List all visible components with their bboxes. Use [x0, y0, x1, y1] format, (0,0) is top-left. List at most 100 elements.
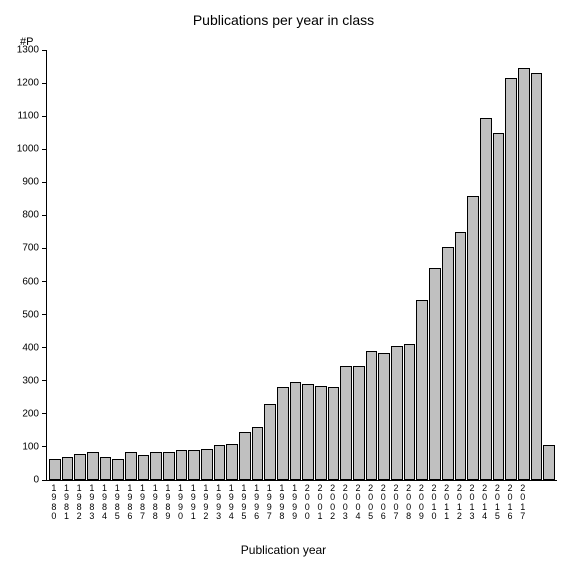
- bar: [150, 452, 162, 480]
- x-tick-label: 2012: [454, 484, 466, 522]
- y-tick: [42, 182, 47, 183]
- x-tick-label: 1998: [276, 484, 288, 522]
- x-tick-label: 2008: [403, 484, 415, 522]
- y-tick-label: 200: [22, 408, 39, 419]
- y-tick: [42, 446, 47, 447]
- y-tick: [42, 314, 47, 315]
- x-tick-label: 2013: [466, 484, 478, 522]
- x-tick-label: 2011: [441, 484, 453, 522]
- y-tick: [42, 50, 47, 51]
- bar: [163, 452, 175, 480]
- bar: [518, 68, 530, 480]
- x-tick-label: 2017: [517, 484, 529, 522]
- x-tick-label: 1985: [111, 484, 123, 522]
- x-tick-label: 1990: [175, 484, 187, 522]
- bar: [201, 449, 213, 480]
- y-tick-label: 1300: [17, 45, 39, 56]
- bar: [353, 366, 365, 480]
- bar: [302, 384, 314, 480]
- bar: [239, 432, 251, 480]
- y-tick: [42, 281, 47, 282]
- y-tick-label: 500: [22, 309, 39, 320]
- y-tick-label: 1200: [17, 78, 39, 89]
- y-tick: [42, 215, 47, 216]
- y-tick: [42, 413, 47, 414]
- bar: [455, 232, 467, 480]
- bar: [543, 445, 555, 480]
- y-tick: [42, 248, 47, 249]
- bar: [87, 452, 99, 480]
- x-tick-label: 2000: [301, 484, 313, 522]
- y-tick-label: 800: [22, 210, 39, 221]
- bar: [100, 457, 112, 480]
- x-tick-label: 2001: [314, 484, 326, 522]
- y-tick: [42, 480, 47, 481]
- bar: [480, 118, 492, 480]
- x-tick-label: 1981: [61, 484, 73, 522]
- x-tick-label: 1992: [200, 484, 212, 522]
- x-tick-label: 2006: [377, 484, 389, 522]
- plot-area: 0100200300400500600700800900100011001200…: [46, 50, 557, 481]
- x-tick-label: 1999: [289, 484, 301, 522]
- x-tick-label: 2010: [428, 484, 440, 522]
- bar: [138, 455, 150, 480]
- x-tick-label: 1996: [251, 484, 263, 522]
- x-tick-label: [542, 484, 554, 522]
- bar: [391, 346, 403, 480]
- bar: [442, 247, 454, 480]
- bar: [467, 196, 479, 480]
- x-tick-label: 2007: [390, 484, 402, 522]
- bar: [214, 445, 226, 480]
- bar: [404, 344, 416, 480]
- x-tick-label: 1982: [73, 484, 85, 522]
- x-tick-label: 2005: [365, 484, 377, 522]
- y-tick-label: 900: [22, 177, 39, 188]
- y-tick-label: 1100: [17, 111, 39, 122]
- x-tick-label: 2004: [352, 484, 364, 522]
- bar: [531, 73, 543, 480]
- y-tick-label: 1000: [17, 144, 39, 155]
- y-tick-label: 0: [33, 475, 39, 486]
- y-tick-label: 600: [22, 276, 39, 287]
- bar: [49, 459, 61, 481]
- bar: [290, 382, 302, 480]
- x-tick-label: 1983: [86, 484, 98, 522]
- bar: [366, 351, 378, 480]
- bar: [328, 387, 340, 480]
- bar: [505, 78, 517, 480]
- bar: [125, 452, 137, 480]
- bar: [252, 427, 264, 480]
- x-tick-label: 1988: [149, 484, 161, 522]
- x-tick-label: 1993: [213, 484, 225, 522]
- bar: [277, 387, 289, 480]
- x-tick-label: 1987: [137, 484, 149, 522]
- x-tick-label: 1989: [162, 484, 174, 522]
- x-tick-label: 1991: [187, 484, 199, 522]
- x-tick-label: 1997: [263, 484, 275, 522]
- bars-group: [47, 50, 557, 480]
- bar: [226, 444, 238, 480]
- y-tick: [42, 347, 47, 348]
- bar: [112, 459, 124, 481]
- bar: [62, 457, 74, 480]
- bar: [493, 133, 505, 480]
- y-tick-label: 300: [22, 375, 39, 386]
- y-tick: [42, 83, 47, 84]
- chart-title: Publications per year in class: [0, 12, 567, 28]
- bar: [74, 454, 86, 480]
- bar: [429, 268, 441, 480]
- bar: [264, 404, 276, 480]
- x-tick-label: 2002: [327, 484, 339, 522]
- y-tick-label: 100: [22, 441, 39, 452]
- x-tick-label: 2015: [492, 484, 504, 522]
- y-tick: [42, 149, 47, 150]
- x-axis-labels: 1980198119821983198419851986198719881989…: [46, 484, 556, 522]
- x-tick-label: 1986: [124, 484, 136, 522]
- y-tick-label: 400: [22, 342, 39, 353]
- x-tick-label: [530, 484, 542, 522]
- x-tick-label: 2003: [339, 484, 351, 522]
- x-tick-label: 1980: [48, 484, 60, 522]
- x-tick-label: 1984: [99, 484, 111, 522]
- x-tick-label: 1994: [225, 484, 237, 522]
- bar: [176, 450, 188, 480]
